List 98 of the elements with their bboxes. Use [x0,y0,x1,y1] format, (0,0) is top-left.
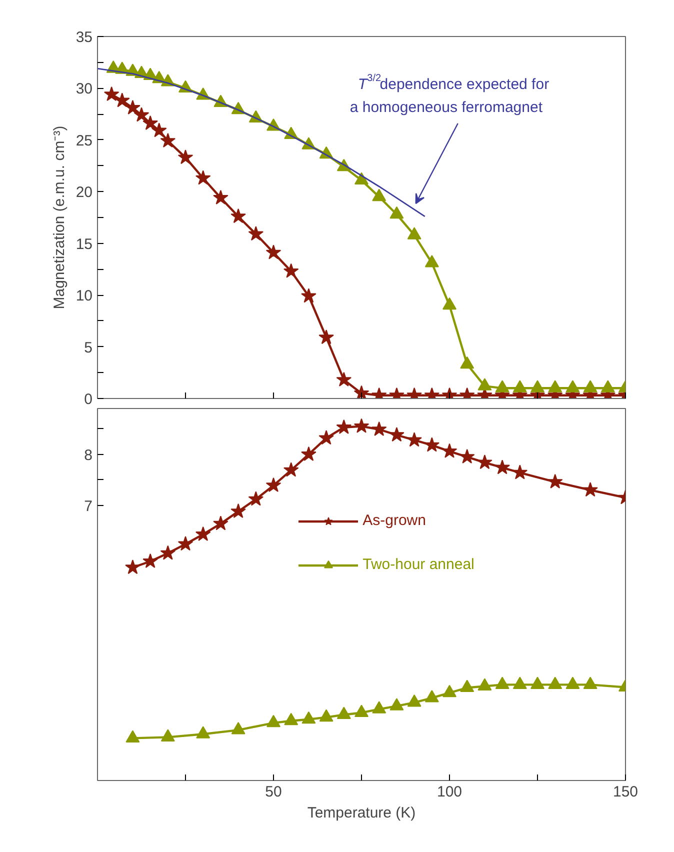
point [494,460,510,474]
point [582,482,598,497]
point [460,356,474,369]
point [372,701,386,714]
point [530,676,544,689]
y-tick-label: 20 [76,184,93,202]
point [530,380,544,392]
point [512,380,527,392]
point [547,474,563,488]
y-tick-label: 8 [84,446,92,464]
x-axis-title: Temperature (K) [307,804,416,822]
point [319,709,334,722]
point [372,188,386,202]
y-tick-label: 15 [76,236,93,253]
x-tick-label: 100 [436,784,462,800]
point [283,462,299,477]
point [160,545,176,560]
y-axis-title: Magnetization (e.m.u. cm⁻³) [50,126,68,310]
point [301,446,316,461]
point [230,503,246,518]
point [336,706,351,720]
point [566,380,580,392]
point [126,730,140,742]
point [512,464,528,480]
y-tick-label: 30 [76,80,93,98]
point [495,380,510,392]
point [390,206,404,219]
point [424,690,439,702]
point [424,255,439,268]
point [213,516,228,530]
point [478,678,492,690]
point [460,680,474,692]
x-tick-label: 50 [265,784,282,800]
y-tick-label: 10 [76,288,93,305]
legend-label: Two-hour anneal [362,556,474,574]
point [407,227,422,240]
point [266,477,282,492]
point [354,172,368,185]
point [318,329,334,344]
y-tick-label: 0 [84,391,92,408]
point [583,380,598,392]
y-tick-label: 25 [76,132,93,150]
point [125,559,140,574]
point [160,729,175,742]
point [134,107,150,122]
point [442,297,456,310]
point [195,170,211,185]
point [318,430,334,445]
point [284,712,298,726]
point [266,714,280,728]
point [371,421,387,436]
point [151,122,167,138]
point [104,86,120,101]
point [195,526,211,541]
point [495,676,510,689]
point [354,385,370,398]
point [114,92,130,108]
point [213,190,228,204]
point [390,698,404,710]
point [354,704,368,717]
point [230,208,246,224]
point [583,676,598,689]
point [302,711,316,724]
point [178,150,194,164]
point [160,132,176,148]
point [406,432,422,447]
point [459,448,475,464]
point [142,115,158,130]
point [600,380,615,392]
point [196,726,210,738]
point [283,263,299,278]
point [266,244,282,260]
point [478,378,492,390]
point [301,288,316,303]
point [389,427,404,442]
point [336,372,352,386]
point [248,226,264,241]
point [566,676,580,689]
point [442,443,458,458]
point [142,553,158,568]
point [231,722,246,734]
point [477,454,492,470]
point [512,676,527,689]
point [354,418,370,433]
y-tick-label: 5 [84,339,92,356]
point [548,676,562,689]
point [407,694,422,707]
x-tick-label: 150 [612,784,638,800]
y-tick-label: 35 [76,29,93,46]
point [178,536,194,551]
legend-label: As-grown [362,512,426,530]
point [248,491,264,506]
point [424,437,440,452]
point [548,380,562,392]
point [336,419,352,434]
point [442,684,456,698]
y-tick-label: 7 [84,498,92,515]
point [125,100,140,114]
